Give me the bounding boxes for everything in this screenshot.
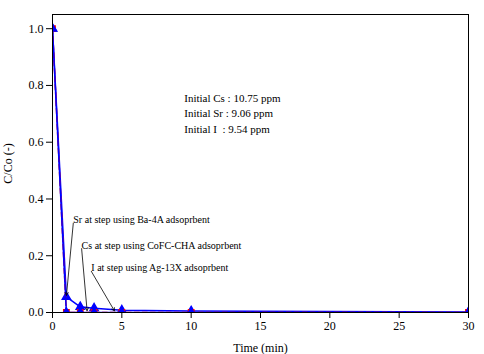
svg-text:30: 30	[463, 319, 475, 333]
svg-text:5: 5	[119, 319, 125, 333]
svg-text:25: 25	[393, 319, 405, 333]
svg-text:0: 0	[50, 319, 56, 333]
svg-text:20: 20	[324, 319, 336, 333]
svg-text:Sr at step using Ba-4A adsoprb: Sr at step using Ba-4A adsoprbent	[73, 214, 210, 225]
svg-text:1.0: 1.0	[29, 22, 44, 36]
svg-text:10: 10	[185, 319, 197, 333]
svg-text:0.4: 0.4	[29, 192, 44, 206]
svg-text:15: 15	[255, 319, 267, 333]
svg-text:I at step using Ag-13X adsoprb: I at step using Ag-13X adsoprbent	[91, 262, 228, 273]
svg-text:C/Co (-): C/Co (-)	[1, 143, 15, 183]
svg-text:Time (min): Time (min)	[233, 341, 288, 354]
svg-text:0.0: 0.0	[29, 305, 44, 319]
svg-text:0.6: 0.6	[29, 135, 44, 149]
svg-text:0.8: 0.8	[29, 78, 44, 92]
svg-text:0.2: 0.2	[29, 249, 44, 263]
svg-text:Cs at step using CoFC-CHA adso: Cs at step using CoFC-CHA adsoprbent	[82, 240, 242, 251]
svg-text:Initial Cs : 10.75 ppmInitial: Initial Cs : 10.75 ppmInitial Sr : 9.06 …	[184, 92, 281, 135]
